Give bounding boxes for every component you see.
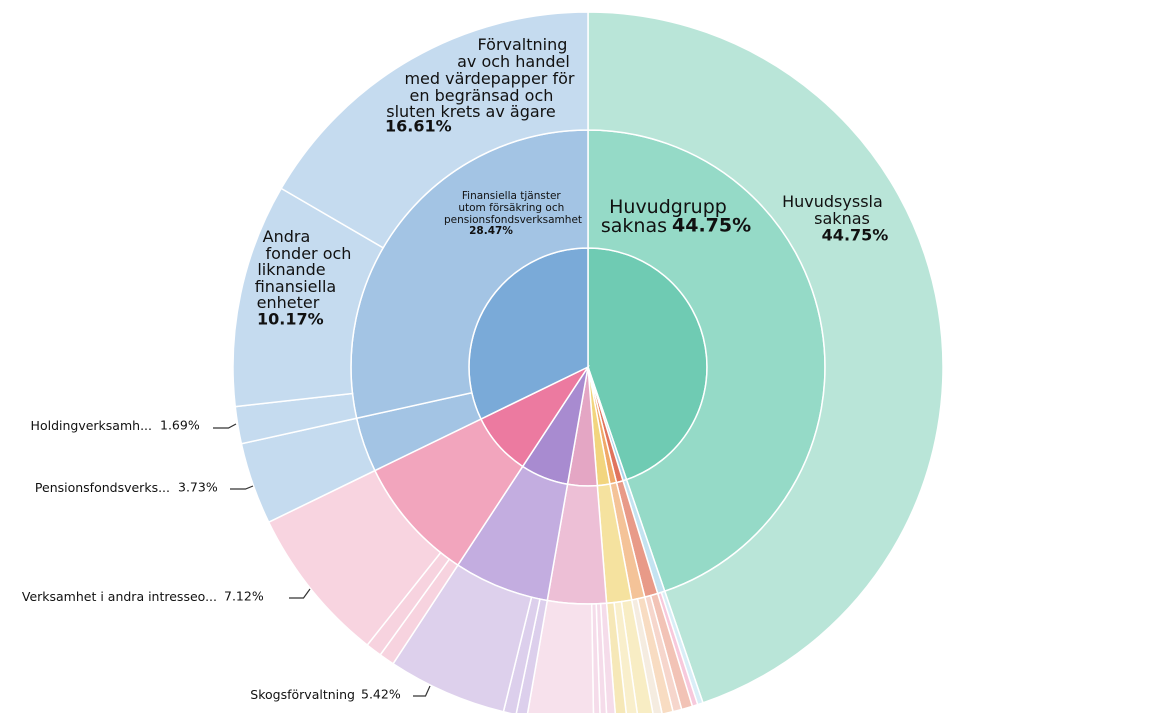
segment-value-label: 5.42% bbox=[361, 687, 401, 702]
segment-value-label: 1.69% bbox=[160, 418, 200, 433]
segment-value-label: 10.17% bbox=[257, 310, 324, 329]
leader-line bbox=[413, 685, 431, 697]
leader-line bbox=[289, 588, 311, 599]
segment-label: Förvaltning av och handel med värdepappe… bbox=[386, 35, 579, 121]
segment-label: Finansiella tjänster utom försäkring och… bbox=[444, 190, 582, 226]
segment-value-label: 3.73% bbox=[178, 480, 218, 495]
segment-label: Huvudgrupp saknas bbox=[601, 196, 733, 237]
segment-label: Holdingverksamh... bbox=[31, 418, 152, 433]
segment-value-label: 16.61% bbox=[385, 117, 452, 136]
segment-label: Skogsförvaltning bbox=[250, 687, 355, 702]
leader-line bbox=[230, 485, 254, 490]
segment-label: Pensionsfondsverks... bbox=[35, 480, 170, 495]
segment-label: Verksamhet i andra intresseo... bbox=[22, 589, 217, 604]
segment-value-label: 44.75% bbox=[822, 226, 889, 245]
leader-line bbox=[213, 423, 237, 429]
segment-value-label: 28.47% bbox=[469, 225, 513, 237]
sunburst-segment bbox=[587, 11, 944, 704]
segment-value-label: 44.75% bbox=[672, 215, 751, 237]
segment-label: Huvudsyssla saknas bbox=[782, 192, 888, 228]
segment-value-label: 7.12% bbox=[224, 589, 264, 604]
sunburst-segment bbox=[280, 11, 589, 249]
segment-label: Andra fonder och liknande finansiella en… bbox=[255, 227, 357, 312]
